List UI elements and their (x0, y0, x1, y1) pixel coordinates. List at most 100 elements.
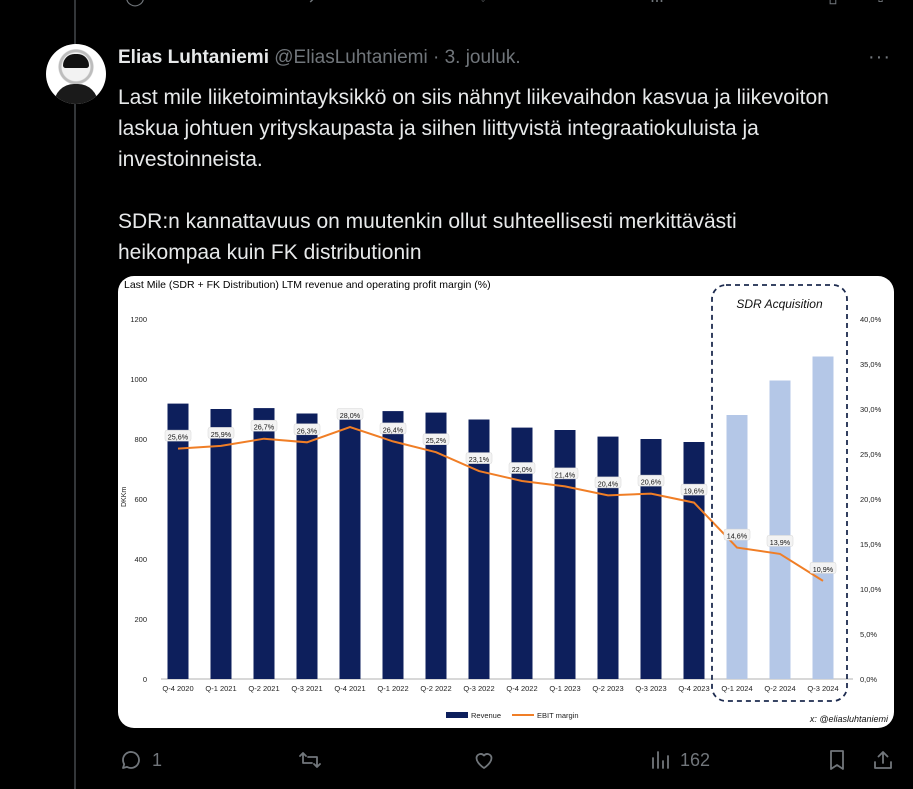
chart-image[interactable]: Last Mile (SDR + FK Distribution) LTM re… (118, 276, 894, 728)
x-tick-label: Q-3 2022 (463, 684, 494, 693)
y-tick-label: 400 (134, 555, 147, 564)
margin-data-label: 25,2% (426, 436, 447, 445)
margin-label-box (379, 422, 407, 435)
x-tick-label: Q-4 2021 (334, 684, 365, 693)
x-tick-label: Q-1 2022 (377, 684, 408, 693)
thread-line (74, 0, 76, 789)
x-tick-label: Q-3 2024 (807, 684, 838, 693)
margin-label-box (422, 433, 450, 445)
x-tick-label: Q-3 2023 (635, 684, 666, 693)
like-button[interactable] (472, 748, 496, 772)
margin-label-box (637, 474, 665, 487)
separator: · (432, 47, 440, 68)
chart-title: Last Mile (SDR + FK Distribution) LTM re… (124, 279, 491, 291)
reply-icon[interactable]: ◯ (125, 0, 145, 7)
revenue-bar (425, 412, 447, 679)
avatar-hat (63, 54, 89, 68)
bookmark-button[interactable] (825, 748, 849, 772)
y2-tick-label: 15,0% (860, 540, 882, 549)
margin-data-label: 14,6% (727, 532, 748, 541)
revenue-bar (554, 430, 576, 679)
revenue-bar (640, 439, 662, 679)
y2-tick-label: 30,0% (860, 405, 882, 414)
tweet-date[interactable]: 3. jouluk. (444, 47, 521, 68)
x-tick-label: Q-1 2024 (721, 684, 752, 693)
reply-count: 1 (152, 749, 163, 770)
margin-data-label: 25,9% (211, 430, 232, 439)
repost-icon[interactable]: ⇆ (300, 0, 315, 7)
heart-icon[interactable]: ♡ (475, 0, 491, 7)
y-axis-label: DKKm (121, 487, 128, 507)
margin-data-label: 25,6% (168, 433, 189, 442)
share-button[interactable] (871, 748, 895, 772)
chart-svg: Last Mile (SDR + FK Distribution) LTM re… (121, 279, 889, 724)
margin-label-box (508, 462, 536, 474)
revenue-bar (382, 411, 404, 679)
legend-margin-label: EBIT margin (537, 711, 579, 720)
margin-label-box (551, 467, 579, 480)
y-tick-label: 0 (143, 675, 147, 684)
revenue-bar (683, 442, 705, 679)
margin-data-label: 28,0% (340, 411, 361, 420)
margin-data-label: 19,6% (684, 487, 705, 496)
margin-label-box (680, 483, 708, 496)
views-icon[interactable]: ılı (650, 0, 664, 7)
revenue-bar (253, 408, 275, 679)
y2-tick-label: 5,0% (860, 630, 877, 639)
revenue-bar (812, 356, 834, 679)
bookmark-icon[interactable]: ▯ (828, 0, 838, 7)
margin-data-label: 13,9% (770, 538, 791, 547)
x-tick-label: Q-4 2020 (162, 684, 193, 693)
tweet-text: Last mile liiketoimintayksikkö on siis n… (118, 86, 829, 264)
x-tick-label: Q-2 2023 (592, 684, 623, 693)
acquisition-annotation: SDR Acquisition (736, 297, 823, 311)
reply-button[interactable]: 1 (120, 748, 162, 772)
views-button[interactable]: 162 (648, 748, 710, 772)
margin-label-box (766, 535, 794, 547)
y2-tick-label: 0,0% (860, 675, 877, 684)
author-handle[interactable]: @EliasLuhtaniemi (274, 47, 428, 68)
avatar[interactable] (46, 44, 106, 104)
revenue-bar (597, 436, 619, 679)
x-tick-label: Q-1 2021 (205, 684, 236, 693)
margin-label-box (809, 562, 837, 574)
revenue-bar (167, 403, 189, 679)
share-icon[interactable]: ⇪ (873, 0, 888, 7)
repost-button[interactable] (298, 748, 322, 772)
y-tick-label: 1000 (130, 375, 147, 384)
revenue-bar (339, 415, 361, 679)
margin-label-box (207, 427, 235, 439)
margin-data-label: 20,4% (598, 479, 619, 488)
x-tick-label: Q-1 2023 (549, 684, 580, 693)
y2-tick-label: 25,0% (860, 450, 882, 459)
legend-revenue-swatch (446, 712, 468, 718)
share-icon (874, 751, 892, 769)
x-tick-label: Q-2 2024 (764, 684, 795, 693)
ebit-margin-line (177, 425, 824, 582)
more-icon[interactable]: ··· (868, 46, 891, 68)
margin-label-box (250, 419, 278, 432)
margin-label-box (336, 408, 364, 420)
margin-label-box (723, 528, 751, 541)
author-name[interactable]: Elias Luhtaniemi (118, 47, 269, 68)
y2-tick-label: 20,0% (860, 495, 882, 504)
x-tick-label: Q-4 2022 (506, 684, 537, 693)
y2-tick-label: 35,0% (860, 360, 882, 369)
revenue-bar (296, 413, 318, 679)
margin-data-label: 26,3% (297, 426, 318, 435)
bookmark-icon (830, 750, 844, 770)
views-icon (652, 751, 669, 769)
x-tick-label: Q-2 2021 (248, 684, 279, 693)
tweet-actions: 1 162 (0, 748, 913, 778)
avatar-body (54, 84, 98, 104)
margin-label-box (164, 429, 192, 442)
margin-data-label: 10,9% (813, 565, 834, 574)
margin-data-label: 22,0% (512, 465, 533, 474)
y2-tick-label: 40,0% (860, 315, 882, 324)
margin-label-box (293, 423, 321, 436)
chart-credit: x: @eliasluhtaniemi (809, 714, 889, 724)
x-tick-label: Q-4 2023 (678, 684, 709, 693)
x-tick-label: Q-3 2021 (291, 684, 322, 693)
legend-revenue-label: Revenue (471, 711, 501, 720)
margin-data-label: 26,7% (254, 423, 275, 432)
